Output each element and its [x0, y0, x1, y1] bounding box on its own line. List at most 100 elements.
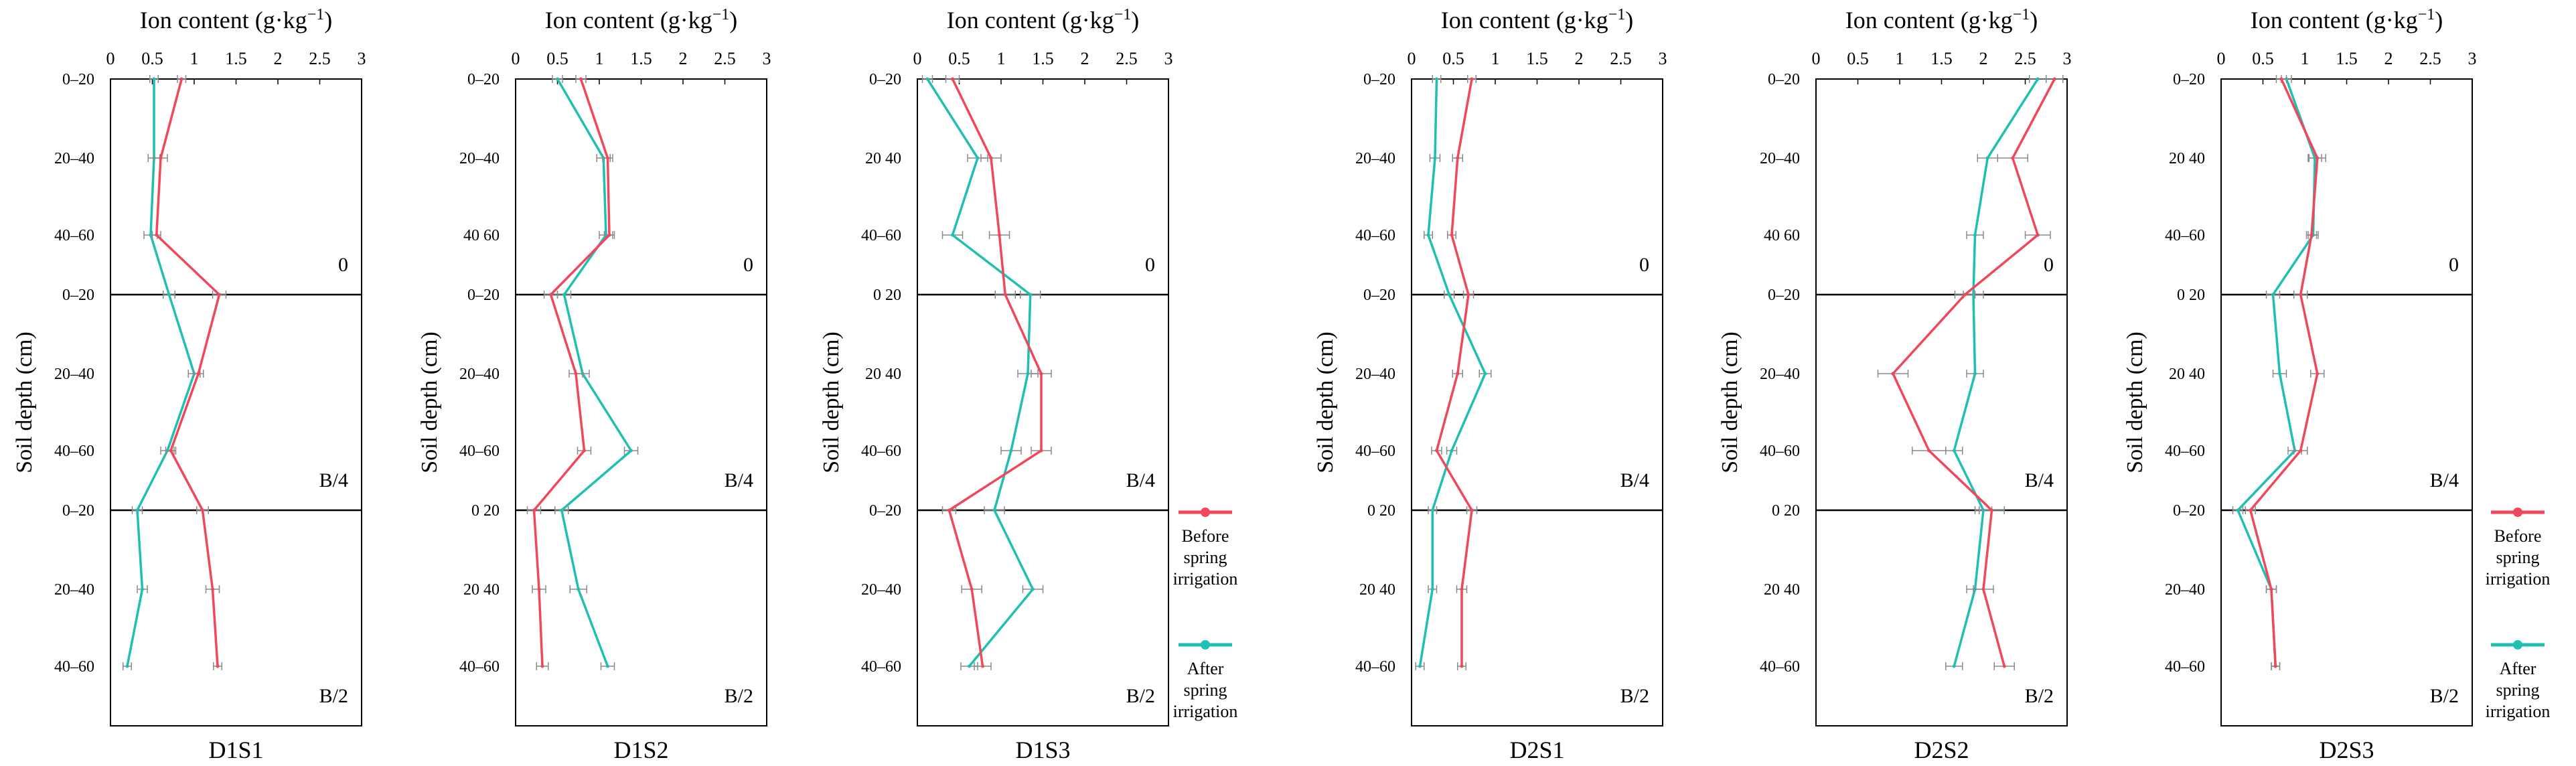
x-tick-label: 0.5 — [1442, 49, 1464, 68]
band-label: B/4 — [725, 469, 753, 491]
y-tick-label: 0 20 — [873, 287, 901, 304]
data-point-after — [1433, 156, 1437, 160]
y-tick-label: 0–20 — [1768, 71, 1800, 88]
legend-label: irrigation — [2486, 702, 2551, 721]
x-tick-label: 0.5 — [1847, 49, 1869, 68]
series-line-after-D2S3 — [2237, 78, 2316, 667]
data-point-after — [1430, 587, 1434, 591]
plot-frame-D1S1 — [110, 78, 362, 726]
legend-label: spring — [1184, 680, 1227, 700]
data-point-after — [577, 587, 581, 591]
panel-title: D1S2 — [613, 737, 668, 763]
data-point-before — [1891, 372, 1895, 376]
y-tick-label: 0 20 — [1772, 502, 1800, 520]
data-point-before — [998, 233, 1001, 237]
x-axis-title: Ion content (g·kg−1) — [545, 6, 737, 33]
x-tick-label: 1 — [190, 49, 199, 68]
x-tick-label: 0 — [106, 49, 115, 68]
x-tick-label: 2.5 — [309, 49, 331, 68]
y-tick-label: 0 20 — [471, 502, 500, 520]
x-axis-title: Ion content (g·kg−1) — [140, 6, 332, 33]
y-tick-label: 40–60 — [861, 227, 901, 244]
y-tick-label: 0–20 — [62, 287, 94, 304]
y-tick-label: 20 40 — [2169, 150, 2205, 167]
x-tick-label: 2 — [1575, 49, 1584, 68]
y-tick-label: 40–60 — [459, 443, 500, 460]
y-tick-label: 0 20 — [1367, 502, 1395, 520]
legend-swatch-marker — [2513, 640, 2522, 649]
data-point-after — [1435, 77, 1438, 81]
y-tick-label: 20–40 — [459, 366, 500, 383]
x-tick-label: 3 — [358, 49, 366, 68]
y-tick-label: 40–60 — [2165, 658, 2205, 676]
y-tick-label: 0–20 — [467, 287, 500, 304]
data-point-after — [1031, 587, 1035, 591]
y-tick-label: 20 40 — [1359, 581, 1395, 599]
data-point-before — [2299, 449, 2303, 453]
y-tick-label: 40–60 — [1760, 443, 1800, 460]
data-point-after — [2271, 293, 2275, 297]
data-point-before — [1981, 587, 1985, 591]
series-line-before-D2S3 — [2249, 78, 2319, 667]
data-point-before — [179, 77, 183, 81]
data-point-before — [2052, 77, 2056, 81]
data-point-after — [167, 293, 171, 297]
y-axis-title: Soil depth (cm) — [819, 331, 844, 473]
x-axis-title-superscript: −1 — [307, 6, 325, 23]
data-point-after — [992, 508, 996, 512]
x-axis-title-close: ) — [324, 7, 332, 33]
x-tick-label: 1 — [2301, 49, 2309, 68]
x-tick-label: 2 — [1081, 49, 1089, 68]
data-point-after — [1450, 449, 1454, 453]
data-point-after — [135, 508, 139, 512]
x-tick-label: 0.5 — [2252, 49, 2274, 68]
y-tick-label: 40–60 — [1760, 658, 1800, 676]
x-axis-title-superscript: −1 — [2013, 6, 2030, 23]
x-axis-title-close: ) — [729, 7, 737, 33]
data-point-after — [1029, 293, 1033, 297]
y-tick-label: 40–60 — [459, 658, 500, 676]
y-tick-label: 40–60 — [54, 443, 94, 460]
data-point-before — [537, 587, 541, 591]
data-point-before — [1435, 449, 1438, 453]
y-tick-label: 0–20 — [1363, 287, 1395, 304]
x-tick-label: 1 — [1491, 49, 1500, 68]
data-point-before — [574, 372, 578, 376]
x-axis-title: Ion content (g·kg−1) — [2251, 6, 2443, 33]
x-tick-label: 0.5 — [141, 49, 163, 68]
data-point-before — [981, 664, 984, 668]
x-tick-label: 0 — [1812, 49, 1821, 68]
legend-label: irrigation — [1173, 569, 1238, 589]
band-label: B/4 — [2025, 469, 2054, 491]
data-point-before — [196, 372, 200, 376]
y-tick-label: 40–60 — [2165, 227, 2205, 244]
x-tick-label: 2.5 — [2419, 49, 2441, 68]
y-tick-label: 0–20 — [62, 71, 94, 88]
data-point-before — [1450, 233, 1454, 237]
data-point-before — [2279, 77, 2283, 81]
legend-label: spring — [2496, 548, 2540, 567]
x-axis-title: Ion content (g·kg−1) — [947, 6, 1139, 33]
y-tick-label: 20–40 — [1355, 150, 1395, 167]
legend-label: Before — [1182, 526, 1229, 546]
data-point-after — [152, 77, 156, 81]
panel-title: D2S3 — [2319, 737, 2374, 763]
y-tick-label: 40–60 — [1355, 227, 1395, 244]
data-point-before — [989, 156, 993, 160]
data-point-before — [532, 508, 536, 512]
band-label: B/2 — [319, 685, 348, 707]
data-point-before — [2011, 156, 2015, 160]
x-axis-title-superscript: −1 — [1114, 6, 1132, 23]
x-axis-title: Ion content (g·kg−1) — [1845, 6, 2038, 33]
data-point-before — [2309, 233, 2314, 237]
x-tick-label: 2.5 — [2014, 49, 2036, 68]
x-tick-label: 2.5 — [1610, 49, 1632, 68]
x-tick-label: 2.5 — [1116, 49, 1138, 68]
x-tick-label: 3 — [2063, 49, 2072, 68]
data-point-before — [1460, 664, 1464, 668]
data-point-after — [1426, 233, 1430, 237]
data-point-after — [2036, 77, 2040, 81]
x-axis-title-text: Ion content (g·kg — [947, 7, 1114, 33]
y-tick-label: 20 40 — [865, 150, 901, 167]
band-label: 0 — [338, 254, 348, 276]
